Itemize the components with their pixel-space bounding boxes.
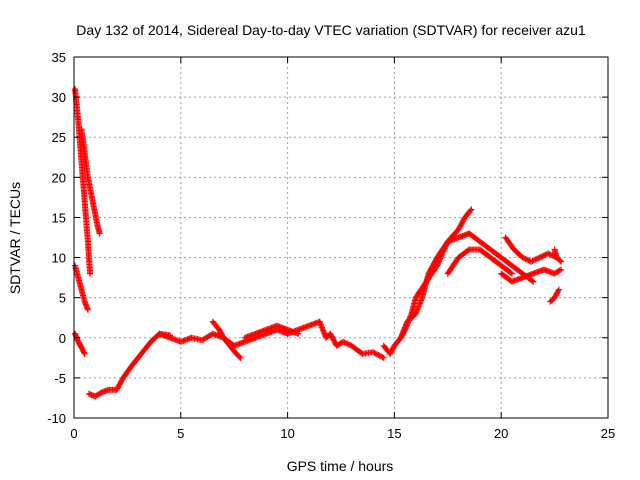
data-point xyxy=(84,306,91,313)
data-point xyxy=(379,354,386,361)
series-track-15 xyxy=(498,266,565,285)
y-axis-label: SDTVAR / TECUs xyxy=(7,182,23,294)
series-track-11 xyxy=(397,206,475,341)
series-track-2 xyxy=(78,126,103,237)
data-point xyxy=(555,287,562,294)
data-point xyxy=(556,267,563,274)
data-point xyxy=(558,266,565,273)
y-tick-label: -5 xyxy=(54,371,66,386)
data-point xyxy=(508,270,515,277)
data-point xyxy=(81,350,88,357)
x-tick-label: 10 xyxy=(280,426,294,441)
series-track-12 xyxy=(444,246,515,277)
y-tick-label: 5 xyxy=(59,291,66,306)
series-track-8 xyxy=(241,322,302,341)
data-point xyxy=(87,270,94,277)
data-point xyxy=(237,354,244,361)
data-point xyxy=(96,230,103,237)
data-point xyxy=(558,258,565,265)
series-track-9 xyxy=(316,318,387,361)
data-point xyxy=(464,247,471,254)
series-track-1 xyxy=(72,86,94,277)
x-tick-label: 15 xyxy=(387,426,401,441)
data-marks xyxy=(72,86,565,400)
data-point xyxy=(380,354,387,361)
series-track-7 xyxy=(209,318,244,361)
x-tick-label: 20 xyxy=(494,426,508,441)
data-point xyxy=(295,330,302,337)
series-track-4 xyxy=(72,330,88,357)
y-tick-label: 15 xyxy=(52,210,66,225)
x-tick-label: 5 xyxy=(177,426,184,441)
y-tick-label: -10 xyxy=(47,411,66,426)
data-point xyxy=(236,353,243,360)
y-tick-label: 0 xyxy=(59,331,66,346)
series-track-17 xyxy=(551,246,565,265)
y-tick-label: 25 xyxy=(52,130,66,145)
series-track-14 xyxy=(502,234,560,265)
x-axis-label: GPS time / hours xyxy=(287,458,394,474)
y-tick-label: 20 xyxy=(52,170,66,185)
y-tick-label: 30 xyxy=(52,90,66,105)
series-track-3 xyxy=(72,262,91,313)
grid xyxy=(74,57,608,418)
x-tick-label: 25 xyxy=(601,426,615,441)
x-tick-label: 0 xyxy=(70,426,77,441)
plot-frame xyxy=(73,56,609,419)
data-point xyxy=(81,349,88,356)
chart-title: Day 132 of 2014, Sidereal Day-to-day VTE… xyxy=(76,22,586,38)
y-tick-label: 10 xyxy=(52,251,66,266)
data-point xyxy=(555,286,562,293)
data-point xyxy=(468,206,475,213)
data-point xyxy=(530,278,537,285)
series-track-16 xyxy=(547,286,562,305)
y-tick-label: 35 xyxy=(52,50,66,65)
data-point xyxy=(507,269,514,276)
data-point xyxy=(556,257,563,264)
data-point xyxy=(467,207,474,214)
data-point xyxy=(529,277,536,284)
axis-ticks: 0 5 10 15 20 25 -10 -5 0 5 10 15 20 25 30 35 xyxy=(47,50,615,441)
series-track-5 xyxy=(85,330,174,400)
